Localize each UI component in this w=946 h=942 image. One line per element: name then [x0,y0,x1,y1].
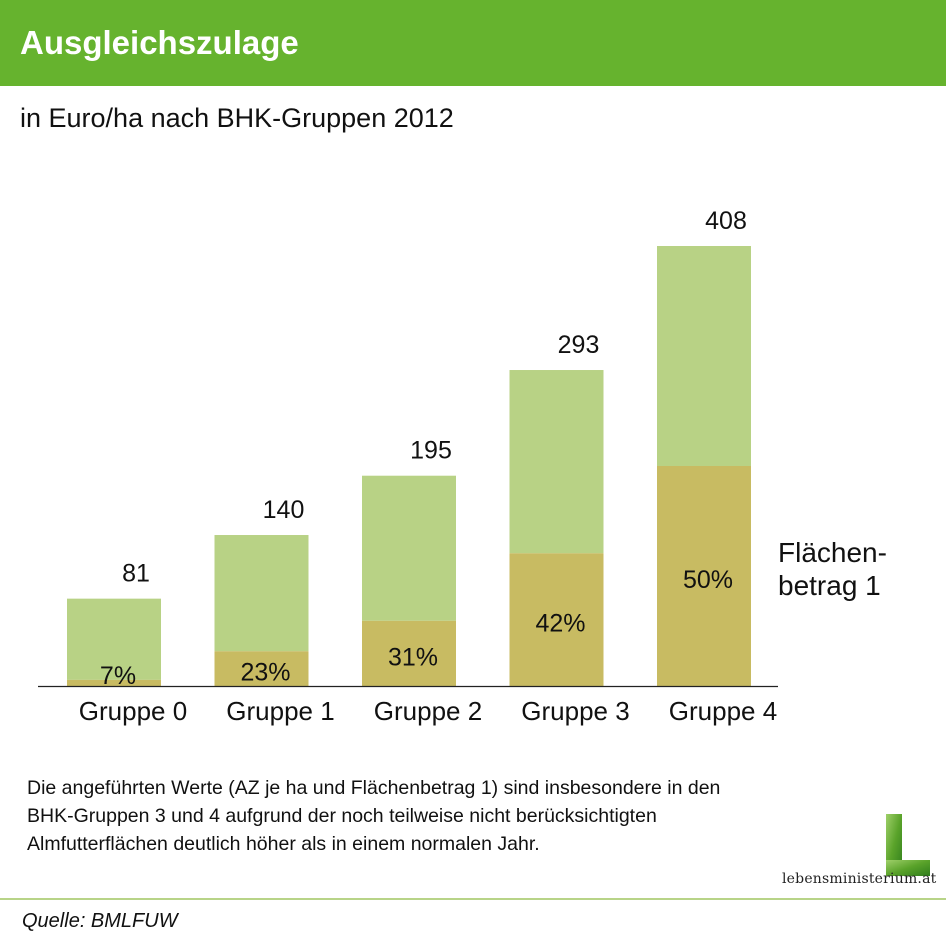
total-label-4: 408 [705,207,747,235]
percent-label-4: 50% [683,566,733,594]
bar-upper-3 [509,370,604,554]
source-note: Quelle: BMLFUW [22,910,178,932]
bar-lower-3 [509,553,604,686]
footnote-line-1: Die angeführten Werte (AZ je ha und Fläc… [27,777,721,799]
category-label-4: Gruppe 4 [669,696,777,726]
total-label-2: 195 [410,437,452,465]
category-label-0: Gruppe 0 [79,696,187,726]
lebensministerium-logo: lebensministerium.at [782,812,937,892]
logo-l-mark-icon [886,814,930,876]
category-label-3: Gruppe 3 [521,696,629,726]
bar-chart: 81 7% Gruppe 0 140 23% Gruppe 1 195 31% Gruppe 2… [38,207,778,726]
bar-upper-1 [214,535,309,652]
bar-lower-2 [362,620,456,686]
bar-upper-0 [67,598,161,680]
percent-label-3: 42% [535,610,585,638]
legend-line-1: Flächen- [778,537,887,568]
bar-upper-4 [657,246,751,466]
header-bar: Ausgleichszulage [0,0,946,86]
footnote-line-3: Almfutterflächen deutlich höher als in e… [27,833,540,855]
footnote-line-2: BHK-Gruppen 3 und 4 aufgrund der noch te… [27,805,657,827]
footer-divider [0,898,946,900]
legend-line-2: betrag 1 [778,570,881,601]
total-label-3: 293 [558,331,600,359]
percent-label-1: 23% [240,659,290,687]
total-label-0: 81 [122,560,150,588]
bar-lower-0 [67,679,161,686]
footnote: Die angeführten Werte (AZ je ha und Fläc… [27,774,857,858]
bar-lower-4 [657,466,751,686]
percent-label-0: 7% [100,662,136,690]
logo-text: lebensministerium.at [782,871,937,887]
chart-subtitle: in Euro/ha nach BHK-Gruppen 2012 [20,103,454,133]
percent-label-2: 31% [388,643,438,671]
page-title: Ausgleichszulage [20,24,299,61]
category-label-2: Gruppe 2 [374,696,482,726]
total-label-1: 140 [263,496,305,524]
bar-lower-1 [214,651,309,686]
bar-upper-2 [362,475,456,621]
legend-label: Flächen- betrag 1 [778,536,887,602]
category-label-1: Gruppe 1 [226,696,334,726]
